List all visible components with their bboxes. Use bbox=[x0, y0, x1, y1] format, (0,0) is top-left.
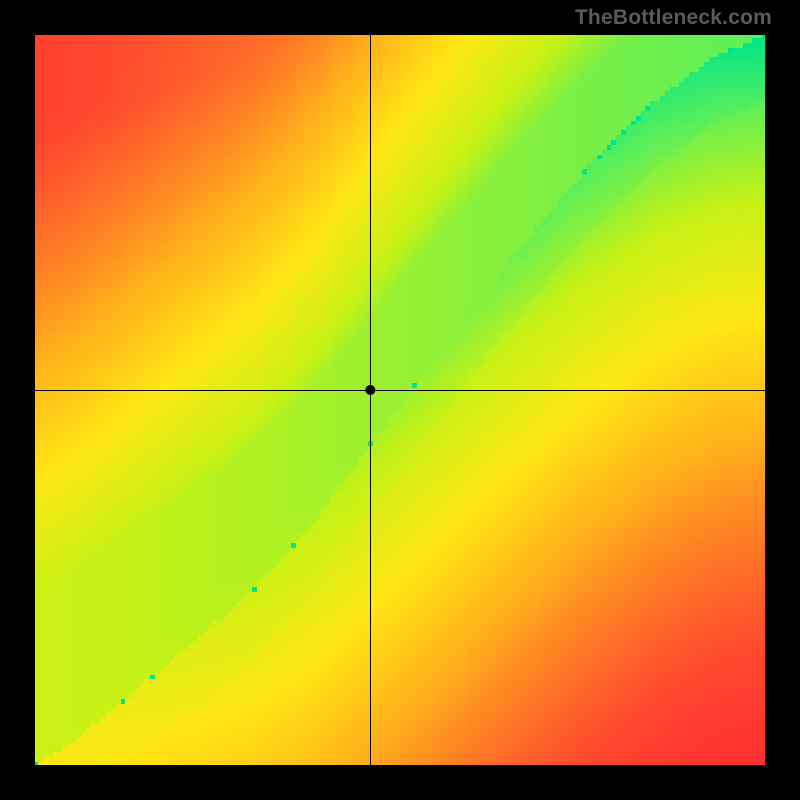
chart-container: TheBottleneck.com bbox=[0, 0, 800, 800]
bottleneck-heatmap bbox=[35, 35, 765, 765]
watermark-text: TheBottleneck.com bbox=[575, 6, 772, 30]
